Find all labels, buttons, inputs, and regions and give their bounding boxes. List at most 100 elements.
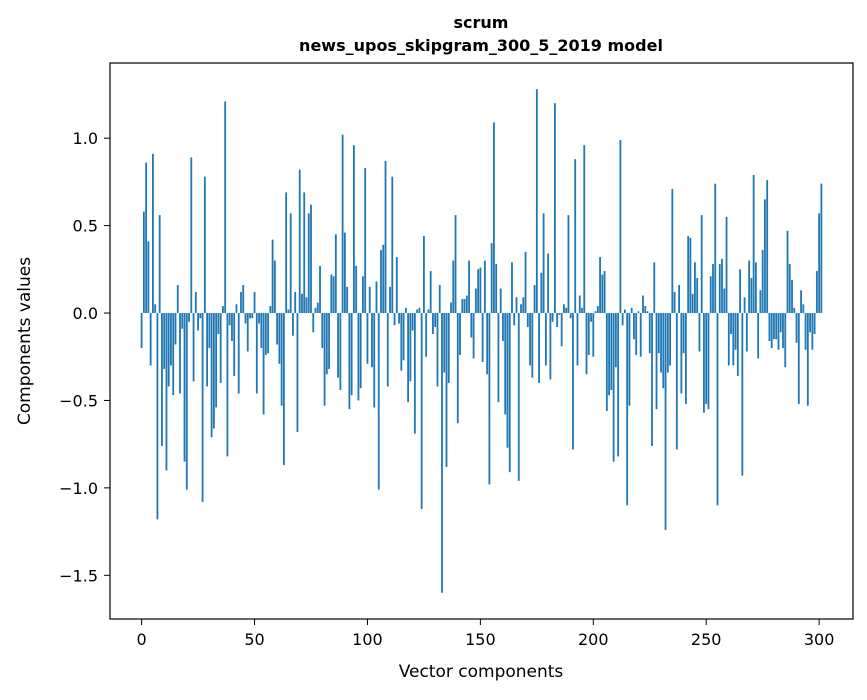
bar: [723, 288, 726, 314]
bar: [364, 167, 367, 314]
bar: [479, 267, 482, 314]
bar: [642, 295, 644, 314]
bar: [246, 313, 249, 352]
bar: [526, 313, 529, 328]
bar: [599, 257, 601, 314]
bar: [325, 313, 328, 375]
bar: [456, 313, 459, 424]
bar: [718, 264, 721, 314]
bar: [775, 313, 778, 340]
bar: [538, 313, 540, 383]
bar: [483, 260, 486, 314]
bar: [154, 304, 157, 314]
bar: [488, 313, 491, 485]
bar: [330, 274, 333, 314]
bar: [468, 260, 470, 314]
bar: [463, 299, 466, 314]
bar: [222, 306, 224, 314]
bar: [253, 292, 256, 314]
bar: [777, 313, 780, 350]
bar: [820, 183, 823, 314]
bar: [800, 290, 802, 314]
bar: [653, 262, 656, 314]
bar: [199, 313, 202, 319]
bar: [174, 313, 177, 345]
bar: [176, 285, 179, 314]
y-axis-label: Components values: [15, 257, 35, 425]
bar: [314, 307, 317, 314]
bar: [436, 313, 439, 387]
bar: [348, 313, 351, 410]
bar: [662, 313, 665, 389]
bar: [423, 236, 425, 314]
bar: [572, 313, 574, 450]
bar: [145, 162, 148, 314]
bar: [429, 271, 432, 314]
bar: [312, 313, 315, 333]
bar: [684, 313, 687, 404]
bar: [231, 313, 233, 341]
bar: [445, 313, 448, 467]
bar: [743, 297, 746, 314]
bar: [411, 313, 414, 331]
bar: [147, 241, 150, 314]
bar: [551, 313, 554, 322]
bar: [343, 232, 346, 314]
bar: [465, 295, 468, 314]
bar: [244, 313, 247, 324]
bar: [506, 313, 509, 448]
bar: [739, 269, 741, 314]
bar: [666, 313, 669, 373]
bar: [635, 313, 638, 355]
bar: [287, 309, 290, 314]
bar: [673, 292, 676, 314]
bar: [768, 313, 771, 341]
bar: [404, 307, 407, 314]
bar: [355, 265, 358, 314]
y-tick-label: −1.0: [59, 479, 98, 498]
bar: [773, 313, 775, 340]
bar: [375, 281, 378, 314]
bar: [249, 313, 251, 319]
bar: [499, 288, 502, 314]
bar: [678, 285, 681, 314]
bar: [461, 299, 464, 314]
bar: [316, 302, 319, 314]
bar: [628, 313, 631, 406]
bar: [689, 237, 692, 314]
chart-subtitle: news_upos_skipgram_300_5_2019 model: [299, 36, 663, 55]
bar: [698, 313, 701, 352]
bar: [585, 313, 588, 375]
bar: [714, 183, 717, 314]
bar: [725, 216, 728, 314]
bar: [278, 313, 281, 364]
bar: [208, 313, 211, 348]
bar: [194, 292, 197, 314]
bar: [477, 269, 480, 314]
bar: [793, 307, 796, 314]
bar: [377, 313, 380, 490]
bar: [380, 250, 382, 314]
bar: [260, 313, 263, 348]
bar: [761, 250, 764, 314]
bar: [206, 313, 209, 387]
bar: [603, 271, 606, 314]
bar: [624, 309, 626, 314]
bar: [815, 271, 818, 314]
y-tick-label: 0.5: [73, 217, 98, 236]
bar: [255, 313, 258, 394]
bar: [553, 103, 556, 314]
bar: [398, 313, 400, 324]
bar: [630, 307, 633, 314]
bar: [303, 192, 306, 314]
bar: [149, 313, 152, 366]
bar: [660, 313, 662, 373]
bar: [350, 313, 353, 396]
bar: [294, 292, 297, 314]
bar: [811, 313, 814, 350]
bar: [764, 199, 766, 314]
bar: [524, 251, 527, 314]
bar: [158, 215, 161, 314]
x-tick-label: 150: [465, 630, 496, 649]
